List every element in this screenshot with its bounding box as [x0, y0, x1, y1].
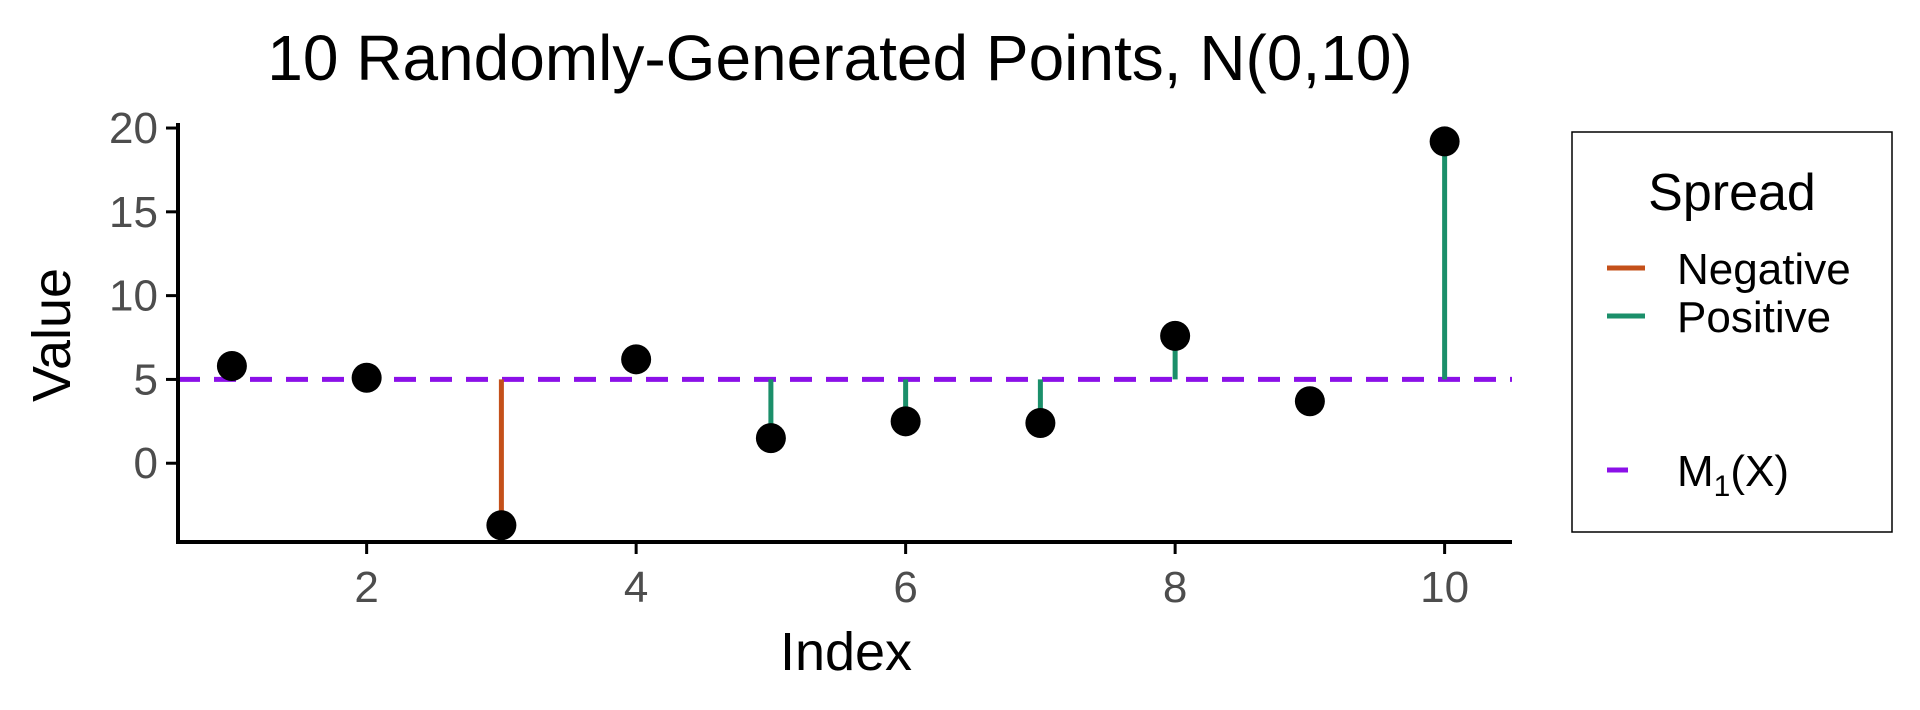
- data-point-4: [621, 344, 652, 375]
- data-point-1: [216, 351, 247, 382]
- legend-title: Spread: [1648, 164, 1816, 222]
- x-axis-title: Index: [780, 622, 912, 682]
- mean-label-sub: 1: [1714, 470, 1731, 503]
- legend-label-positive: Positive: [1677, 293, 1831, 342]
- data-point-8: [1160, 320, 1191, 351]
- y-axis-title: Value: [22, 268, 82, 402]
- y-tick-label-15: 15: [109, 188, 158, 237]
- y-tick-label-10: 10: [109, 272, 158, 321]
- y-tick-label-5: 5: [134, 355, 158, 404]
- mean-label-main: M: [1677, 447, 1714, 496]
- y-tick-label-0: 0: [134, 439, 158, 488]
- chart-title: 10 Randomly-Generated Points, N(0,10): [267, 22, 1412, 94]
- data-point-9: [1294, 386, 1325, 417]
- x-tick-label-6: 6: [893, 563, 917, 612]
- data-point-2: [351, 362, 382, 393]
- data-point-3: [486, 510, 517, 541]
- legend-label-negative: Negative: [1677, 245, 1851, 294]
- legend-box: [1571, 131, 1893, 533]
- data-point-6: [890, 406, 921, 437]
- legend: Spread Negative Positive M1(X): [1571, 131, 1893, 533]
- data-point-7: [1025, 408, 1056, 439]
- x-tick-label-8: 8: [1163, 563, 1187, 612]
- y-tick-label-20: 20: [109, 104, 158, 153]
- data-point-10: [1429, 126, 1460, 157]
- mean-label-tail: (X): [1730, 447, 1789, 496]
- x-tick-label-2: 2: [354, 563, 378, 612]
- plot-area: 0 5 10 15 20 2 4 6 8 10: [109, 104, 1512, 612]
- x-tick-label-4: 4: [624, 563, 648, 612]
- data-point-5: [755, 423, 786, 454]
- legend-label-mean: M1(X): [1677, 447, 1789, 503]
- x-tick-label-10: 10: [1420, 563, 1469, 612]
